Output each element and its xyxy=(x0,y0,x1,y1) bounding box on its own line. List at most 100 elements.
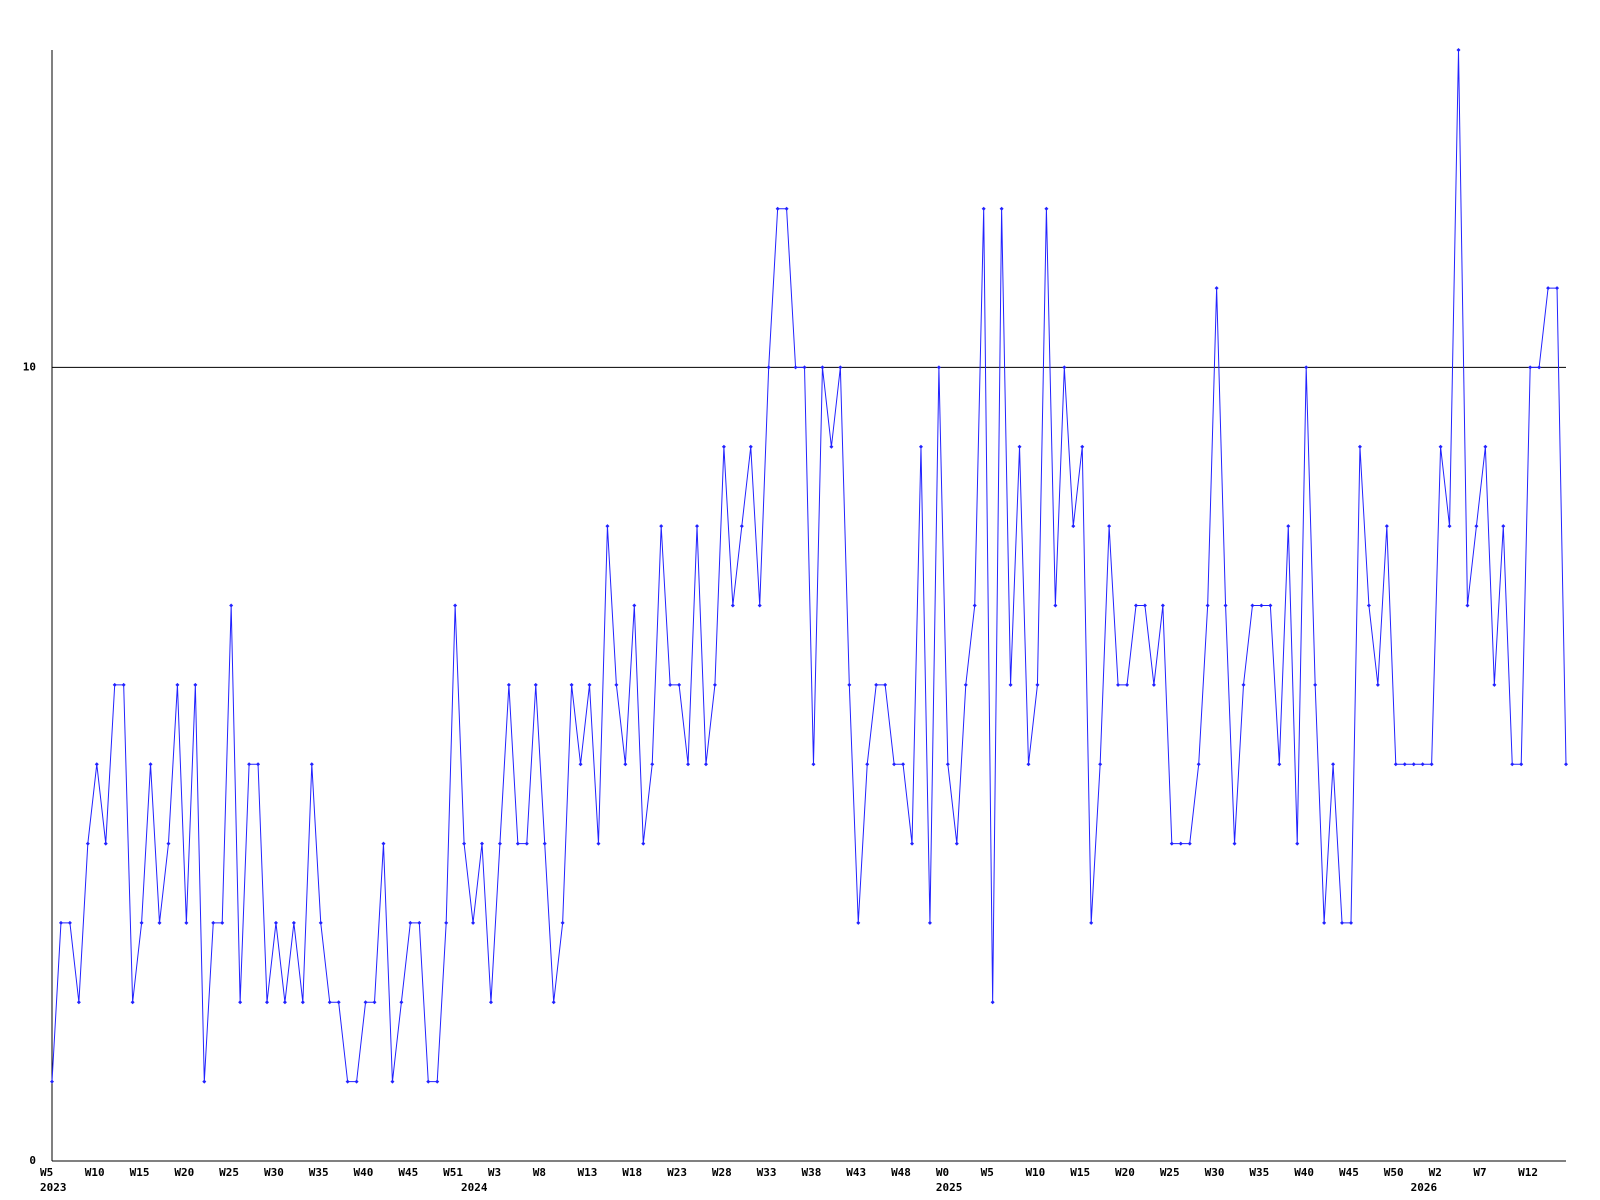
point-marker xyxy=(1340,920,1345,925)
point-marker xyxy=(58,920,63,925)
point-marker xyxy=(300,1000,305,1005)
x-tick-label: W15 xyxy=(130,1166,150,1179)
point-marker xyxy=(703,762,708,767)
point-marker xyxy=(623,762,628,767)
point-marker xyxy=(1151,682,1156,687)
point-marker xyxy=(318,920,323,925)
point-marker xyxy=(426,1079,431,1084)
point-marker xyxy=(336,1000,341,1005)
x-year-label: 2025 xyxy=(936,1181,963,1194)
point-marker xyxy=(1429,762,1434,767)
point-marker xyxy=(1089,920,1094,925)
x-tick-label: W35 xyxy=(309,1166,329,1179)
point-marker xyxy=(677,682,682,687)
point-marker xyxy=(1142,603,1147,608)
point-marker xyxy=(265,1000,270,1005)
point-marker xyxy=(865,762,870,767)
point-marker xyxy=(435,1079,440,1084)
point-marker xyxy=(1026,762,1031,767)
point-marker xyxy=(1447,524,1452,529)
point-marker xyxy=(1393,762,1398,767)
point-marker xyxy=(1071,524,1076,529)
point-marker xyxy=(1277,762,1282,767)
point-marker xyxy=(444,920,449,925)
point-marker xyxy=(1313,682,1318,687)
point-marker xyxy=(1196,762,1201,767)
point-marker xyxy=(247,762,252,767)
point-marker xyxy=(1017,444,1022,449)
point-marker xyxy=(1420,762,1425,767)
point-marker xyxy=(1205,603,1210,608)
point-marker xyxy=(802,365,807,370)
point-marker xyxy=(1375,682,1380,687)
x-tick-label: W5 xyxy=(40,1166,53,1179)
point-marker xyxy=(1008,682,1013,687)
point-marker xyxy=(85,841,90,846)
point-marker xyxy=(883,682,888,687)
x-tick-label: W45 xyxy=(1339,1166,1359,1179)
point-marker xyxy=(166,841,171,846)
point-marker xyxy=(1062,365,1067,370)
point-marker xyxy=(1492,682,1497,687)
point-marker xyxy=(515,841,520,846)
point-marker xyxy=(1331,762,1336,767)
x-tick-label: W23 xyxy=(667,1166,687,1179)
x-tick-label: W30 xyxy=(1205,1166,1225,1179)
x-tick-label: W40 xyxy=(1294,1166,1314,1179)
point-marker xyxy=(1160,603,1165,608)
point-marker xyxy=(453,603,458,608)
x-tick-label: W30 xyxy=(264,1166,284,1179)
point-marker xyxy=(1214,286,1219,291)
x-tick-label: W25 xyxy=(219,1166,239,1179)
point-marker xyxy=(67,920,72,925)
point-marker xyxy=(1304,365,1309,370)
point-marker xyxy=(157,920,162,925)
point-marker xyxy=(1098,762,1103,767)
point-marker xyxy=(381,841,386,846)
series-line xyxy=(51,49,1567,1083)
x-tick-label: W13 xyxy=(578,1166,598,1179)
point-marker xyxy=(668,682,673,687)
x-tick-label: W51 xyxy=(443,1166,463,1179)
x-tick-label: W15 xyxy=(1070,1166,1090,1179)
point-marker xyxy=(1438,444,1443,449)
point-marker xyxy=(1402,762,1407,767)
point-marker xyxy=(417,920,422,925)
point-marker xyxy=(175,682,180,687)
point-marker xyxy=(542,841,547,846)
point-marker xyxy=(273,920,278,925)
point-marker xyxy=(936,365,941,370)
point-marker xyxy=(256,762,261,767)
point-marker xyxy=(614,682,619,687)
point-marker xyxy=(1295,841,1300,846)
point-marker xyxy=(1250,603,1255,608)
point-marker xyxy=(784,206,789,211)
point-marker xyxy=(838,365,843,370)
point-marker xyxy=(1564,762,1568,767)
point-marker xyxy=(1384,524,1389,529)
x-tick-label: W25 xyxy=(1160,1166,1180,1179)
point-marker xyxy=(291,920,296,925)
x-year-label: 2026 xyxy=(1411,1181,1438,1194)
point-marker xyxy=(1465,603,1470,608)
x-tick-label: W3 xyxy=(488,1166,501,1179)
x-tick-label: W10 xyxy=(85,1166,105,1179)
point-marker xyxy=(238,1000,243,1005)
point-marker xyxy=(775,206,780,211)
point-marker xyxy=(1187,841,1192,846)
point-marker xyxy=(1169,841,1174,846)
point-marker xyxy=(659,524,664,529)
point-marker xyxy=(1322,920,1327,925)
x-tick-label: W18 xyxy=(622,1166,642,1179)
point-marker xyxy=(497,841,502,846)
point-marker xyxy=(954,841,959,846)
x-tick-label: W0 xyxy=(936,1166,949,1179)
point-marker xyxy=(1035,682,1040,687)
point-marker xyxy=(999,206,1004,211)
point-marker xyxy=(103,841,108,846)
point-marker xyxy=(1044,206,1049,211)
point-marker xyxy=(193,682,198,687)
point-marker xyxy=(1232,841,1237,846)
x-tick-label: W5 xyxy=(981,1166,994,1179)
